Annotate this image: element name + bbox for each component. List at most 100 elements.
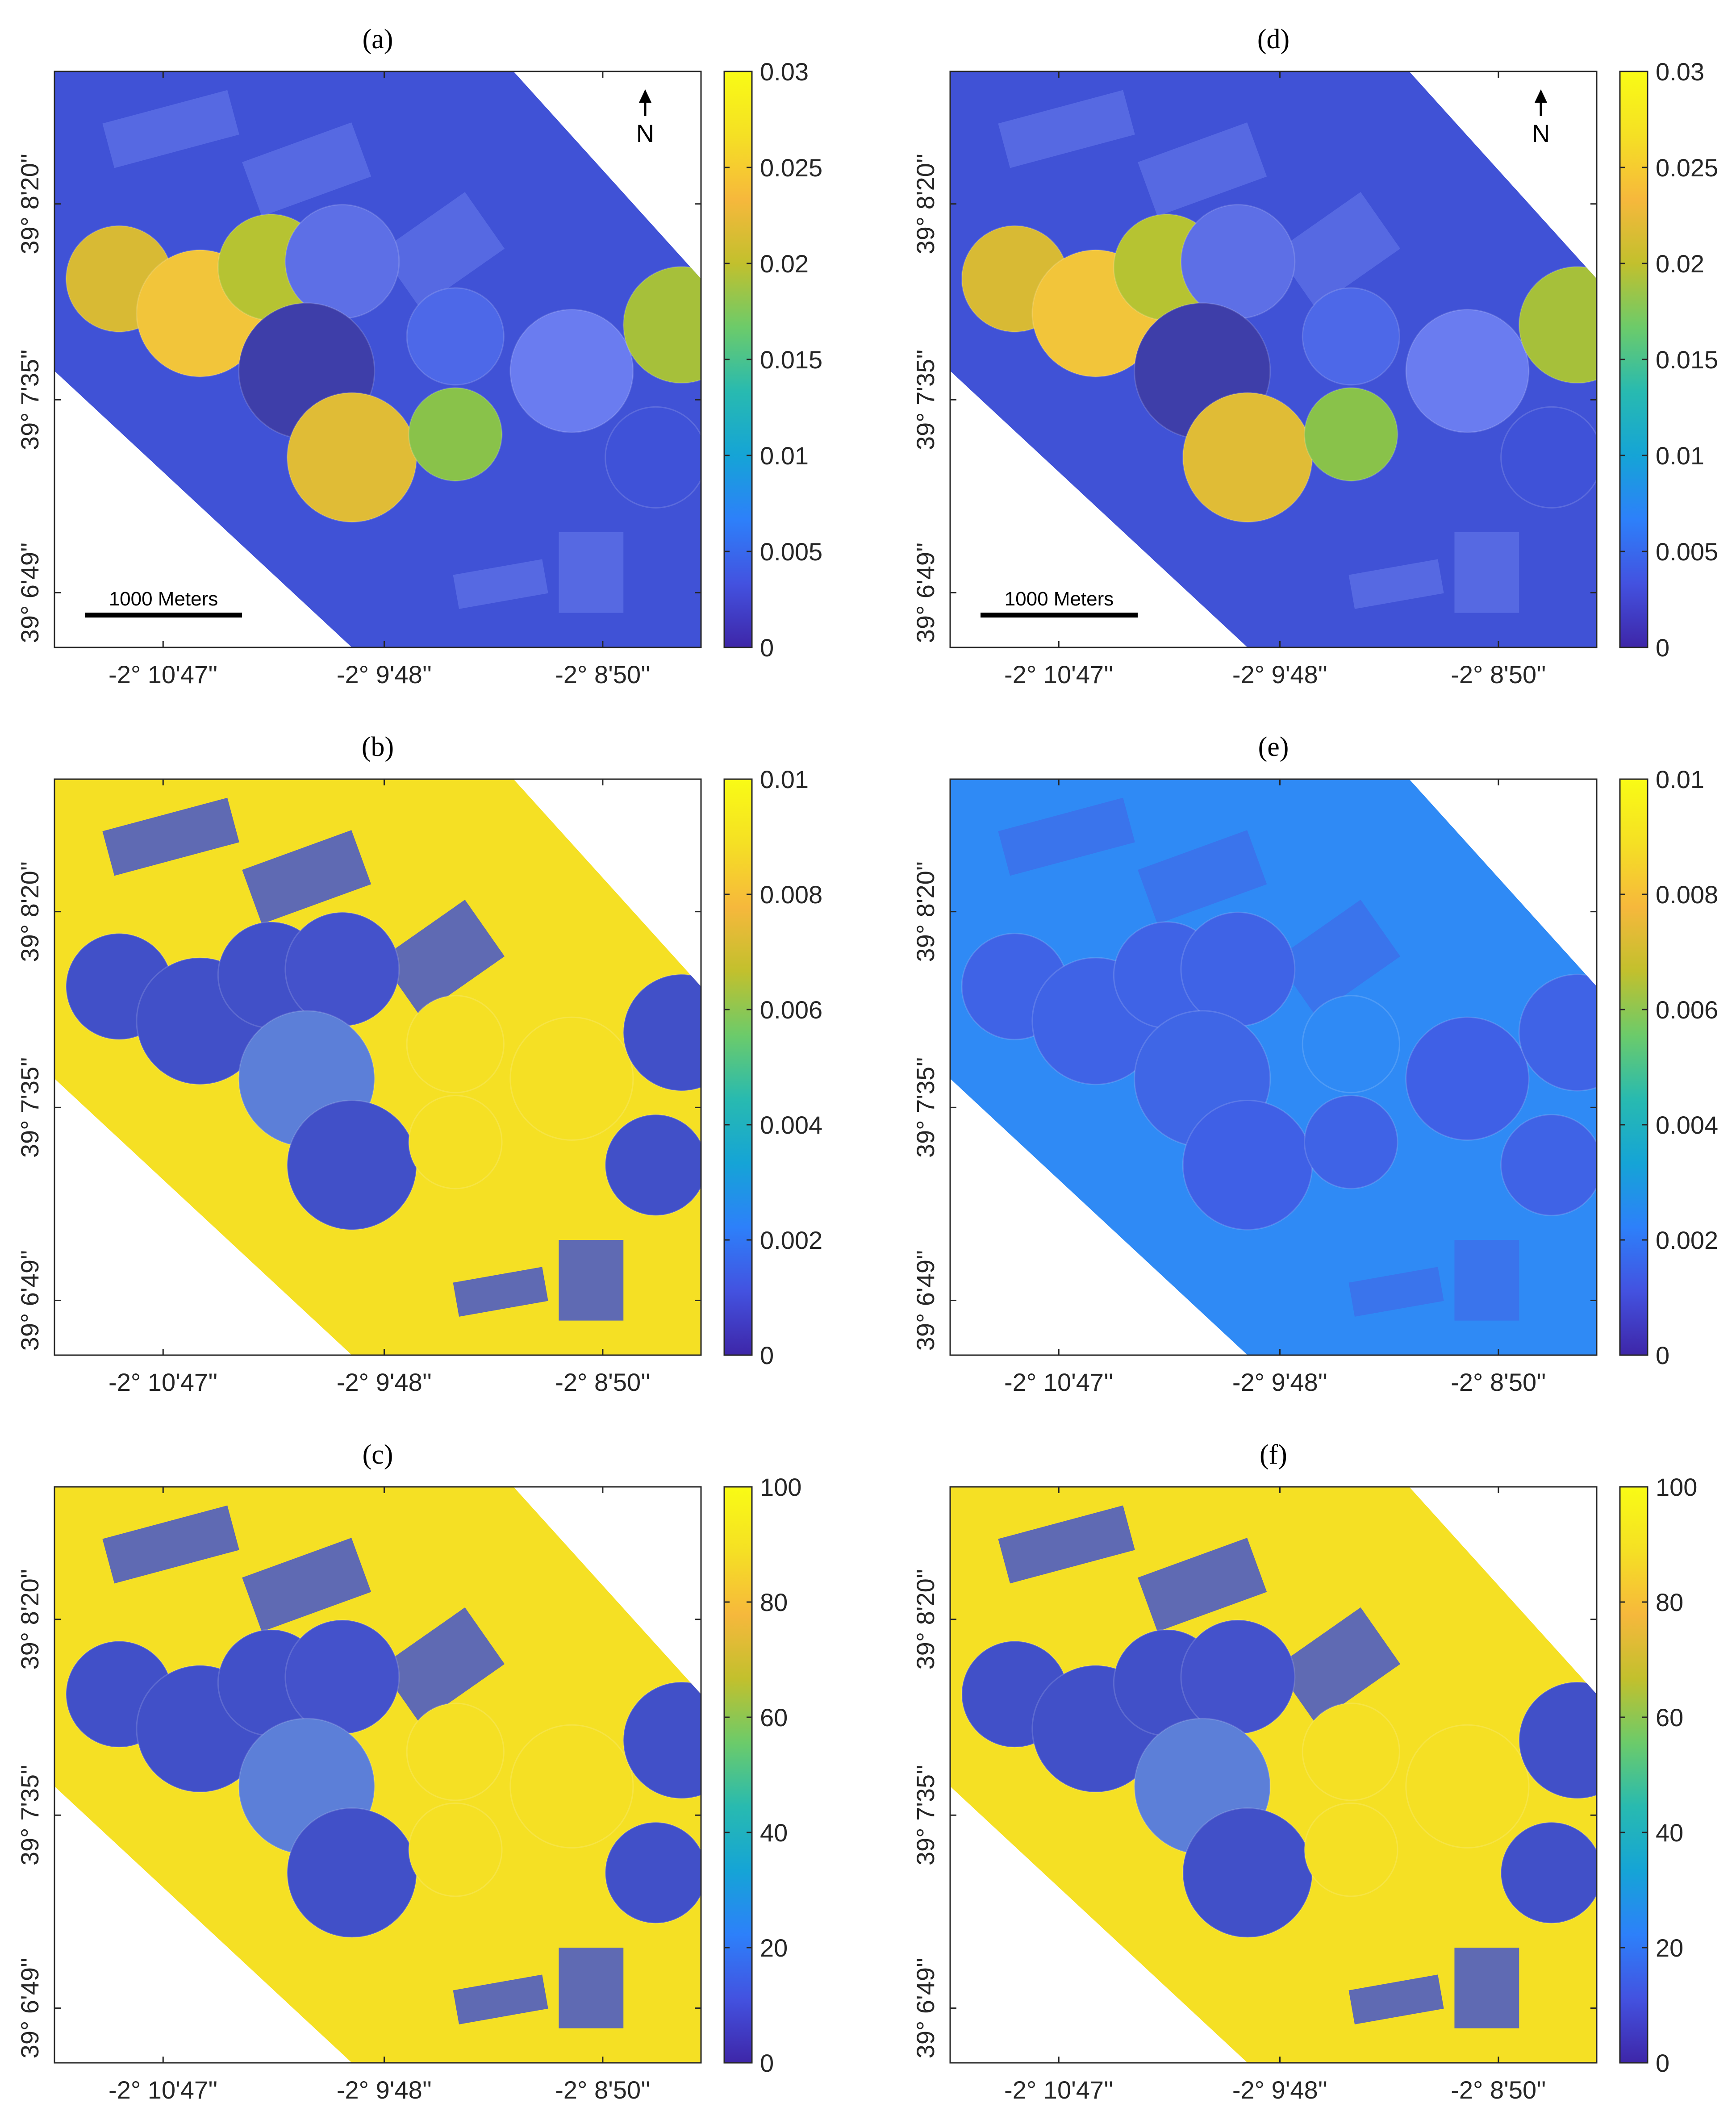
colorbar-tick-label: 0.01 xyxy=(760,765,809,793)
y-tick-label: 39° 7'35'' xyxy=(16,1057,44,1158)
x-tick-label: -2° 10'47'' xyxy=(1004,1368,1113,1396)
x-tick-label: -2° 8'50'' xyxy=(555,660,650,689)
field-patch xyxy=(242,122,371,217)
pivot-field xyxy=(1182,1100,1313,1231)
scalebar xyxy=(85,613,242,618)
y-tick-label: 39° 6'49'' xyxy=(16,1250,44,1351)
pivot-field xyxy=(1304,1094,1398,1189)
y-tick-label: 39° 6'49'' xyxy=(911,542,939,643)
colorbar xyxy=(1619,1486,1648,2064)
field-patch xyxy=(1348,1974,1444,2024)
pivot-field xyxy=(622,973,701,1092)
y-tick-label: 39° 8'20'' xyxy=(911,154,939,255)
field-patch xyxy=(453,559,548,609)
colorbar-tick-label: 0.01 xyxy=(1656,442,1704,470)
y-tick-label: 39° 7'35'' xyxy=(16,1765,44,1865)
pivot-field xyxy=(1180,911,1296,1027)
x-tick-label: -2° 9'48'' xyxy=(1232,1368,1327,1396)
pivot-field xyxy=(408,1802,503,1897)
x-tick-label: -2° 9'48'' xyxy=(1232,2076,1327,2104)
pivot-field xyxy=(1500,1114,1597,1216)
field-patch xyxy=(380,192,505,308)
y-tick-label: 39° 6'49'' xyxy=(911,1958,939,2059)
colorbar-tick-label: 0.006 xyxy=(1656,996,1718,1024)
pivot-field xyxy=(284,204,400,319)
field-patch xyxy=(1454,532,1519,613)
x-tick-label: -2° 8'50'' xyxy=(1451,660,1546,689)
pivot-field xyxy=(406,1703,505,1801)
x-tick-label: -2° 10'47'' xyxy=(1004,660,1113,689)
pivot-field xyxy=(406,287,505,386)
y-tick-label: 39° 6'49'' xyxy=(911,1250,939,1351)
pivot-field xyxy=(1180,204,1296,319)
field-patch xyxy=(1276,900,1401,1016)
scalebar xyxy=(981,613,1138,618)
pivot-field xyxy=(1304,387,1398,482)
field-patch xyxy=(102,1505,239,1584)
north-label: N xyxy=(1532,119,1550,147)
axes-box xyxy=(949,71,1598,648)
colorbar-tick-label: 0 xyxy=(1656,634,1669,662)
x-tick-label: -2° 10'47'' xyxy=(1004,2076,1113,2104)
field-patch xyxy=(242,830,371,924)
field-patch xyxy=(1454,1948,1519,2028)
colorbar-tick-label: 0.006 xyxy=(760,996,822,1024)
colorbar-tick-label: 100 xyxy=(760,1473,801,1501)
field-patch xyxy=(1138,122,1267,217)
pivot-field xyxy=(1405,1016,1530,1141)
pivot-field xyxy=(622,266,701,384)
panel-title-a: (a) xyxy=(363,24,393,54)
colorbar-tick-label: 0.005 xyxy=(1656,538,1718,566)
y-tick-label: 39° 7'35'' xyxy=(16,349,44,450)
colorbar-tick-label: 0.002 xyxy=(760,1226,822,1254)
panel-d: (d) -2° 10'47'' -2° 9'48'' -2° 8'50'' 39° 8'… xyxy=(911,24,1718,689)
panel-title-c: (c) xyxy=(363,1440,393,1470)
colorbar-tick-label: 40 xyxy=(760,1819,788,1847)
colorbar-tick-label: 80 xyxy=(1656,1588,1683,1616)
north-arrow-head xyxy=(639,89,651,103)
colorbar-tick-label: 0 xyxy=(1656,2049,1669,2077)
y-tick-label: 39° 7'35'' xyxy=(911,349,939,450)
colorbar-tick-label: 0.02 xyxy=(760,250,809,278)
field-patch xyxy=(559,1948,624,2028)
y-tick-label: 39° 8'20'' xyxy=(911,1569,939,1670)
pivot-field xyxy=(1182,392,1313,523)
colorbar-tick-label: 0.025 xyxy=(1656,154,1718,182)
field-patch xyxy=(998,797,1135,876)
scalebar-label: 1000 Meters xyxy=(1005,588,1114,610)
field-patch xyxy=(380,900,505,1016)
colorbar-tick-label: 40 xyxy=(1656,1819,1683,1847)
colorbar-tick-label: 0.004 xyxy=(1656,1111,1718,1139)
scalebar-label: 1000 Meters xyxy=(109,588,218,610)
x-tick-label: -2° 9'48'' xyxy=(337,2076,432,2104)
colorbar-tick-label: 0.004 xyxy=(760,1111,822,1139)
axes-box xyxy=(949,1486,1598,2064)
panel-e: (e) -2° 10'47'' -2° 9'48'' -2° 8'50'' 39° 8'… xyxy=(911,732,1718,1396)
panel-a: (a) -2° 10'47'' -2° 9'48'' -2° 8'50'' 39° 8'… xyxy=(16,24,822,689)
map-imagery xyxy=(950,71,1597,647)
pivot-field xyxy=(408,387,503,482)
colorbar-tick-label: 0.03 xyxy=(1656,58,1704,86)
colorbar-tick-label: 0.015 xyxy=(1656,346,1718,374)
field-patch xyxy=(102,797,239,876)
map-imagery xyxy=(54,1487,701,2063)
colorbar-tick-label: 0 xyxy=(760,2049,774,2077)
colorbar-tick-label: 100 xyxy=(1656,1473,1697,1501)
colorbar-tick-label: 0.02 xyxy=(1656,250,1704,278)
colorbar xyxy=(1619,778,1648,1356)
field-patch xyxy=(1138,830,1267,924)
x-tick-label: -2° 10'47'' xyxy=(108,2076,217,2104)
colorbar-tick-label: 20 xyxy=(1656,1934,1683,1962)
pivot-field xyxy=(509,1724,634,1849)
axes-box xyxy=(54,1486,702,2064)
colorbar-tick-label: 80 xyxy=(760,1588,788,1616)
panel-f: (f) -2° 10'47'' -2° 9'48'' -2° 8'50'' 39° 8'… xyxy=(911,1440,1697,2104)
pivot-field xyxy=(605,406,701,509)
x-tick-label: -2° 8'50'' xyxy=(1451,2076,1546,2104)
pivot-field xyxy=(284,1619,400,1735)
field-patch xyxy=(102,90,239,168)
colorbar-tick-label: 0 xyxy=(1656,1341,1669,1369)
pivot-field xyxy=(406,995,505,1093)
colorbar-tick-label: 60 xyxy=(760,1703,788,1732)
